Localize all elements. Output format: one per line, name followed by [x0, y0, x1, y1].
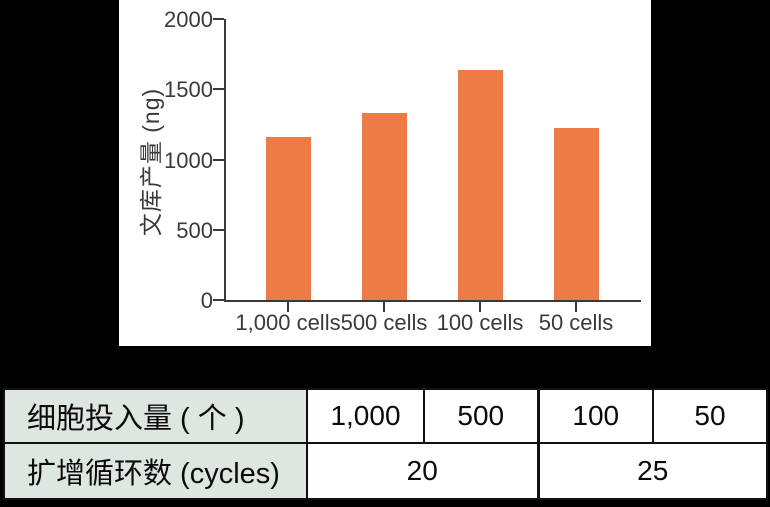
bar-100-cells [457, 69, 503, 300]
x-tick-mark [479, 302, 481, 312]
cell-input-100: 100 [536, 388, 654, 444]
y-tick-mark [213, 18, 224, 21]
table-row: 扩增循环数 (cycles) 20 25 [3, 442, 768, 500]
cell-input-500: 500 [423, 388, 540, 444]
y-tick-label: 0 [200, 288, 213, 313]
y-tick-mark [213, 88, 224, 91]
cell-input-50: 50 [652, 388, 768, 444]
y-tick-label: 1000 [164, 147, 213, 173]
cell-input-1000: 1,000 [306, 388, 425, 444]
y-tick-mark [213, 158, 224, 161]
x-tick-label: 1,000 cells [235, 310, 341, 335]
bar-1-000-cells [265, 137, 311, 300]
y-tick-label: 1500 [164, 77, 213, 103]
bar-chart-panel: 文库产量 (ng) 0 500 1000 1500 2000 1,000 cells 50… [119, 0, 651, 346]
bar-500-cells [361, 113, 407, 300]
x-axis-line [224, 300, 641, 302]
cell-cycles-20: 20 [306, 442, 540, 500]
x-tick-label: 500 cells [340, 310, 428, 335]
y-tick-mark [213, 228, 224, 231]
x-tick-label: 100 cells [436, 310, 524, 335]
plot-area: 0 500 1000 1500 2000 1,000 cells 500 cells 100… [119, 0, 651, 346]
table-row: 细胞投入量 ( 个 ) 1,000 500 100 50 [3, 388, 768, 444]
row-header-amplification-cycles: 扩增循环数 (cycles) [3, 442, 308, 500]
parameters-table: 细胞投入量 ( 个 ) 1,000 500 100 50 扩增循环数 (cycl… [3, 388, 768, 500]
cell-cycles-25: 25 [536, 442, 768, 500]
bar-50-cells [553, 128, 599, 300]
y-tick-label: 500 [176, 217, 213, 243]
x-tick-label: 50 cells [538, 310, 614, 335]
x-tick-mark [575, 302, 577, 312]
x-tick-mark [287, 302, 289, 312]
y-tick-mark [213, 299, 224, 301]
x-tick-mark [383, 302, 385, 312]
y-tick-label: 2000 [164, 7, 213, 33]
y-axis-line [224, 19, 226, 302]
row-header-cell-input: 细胞投入量 ( 个 ) [3, 388, 308, 444]
